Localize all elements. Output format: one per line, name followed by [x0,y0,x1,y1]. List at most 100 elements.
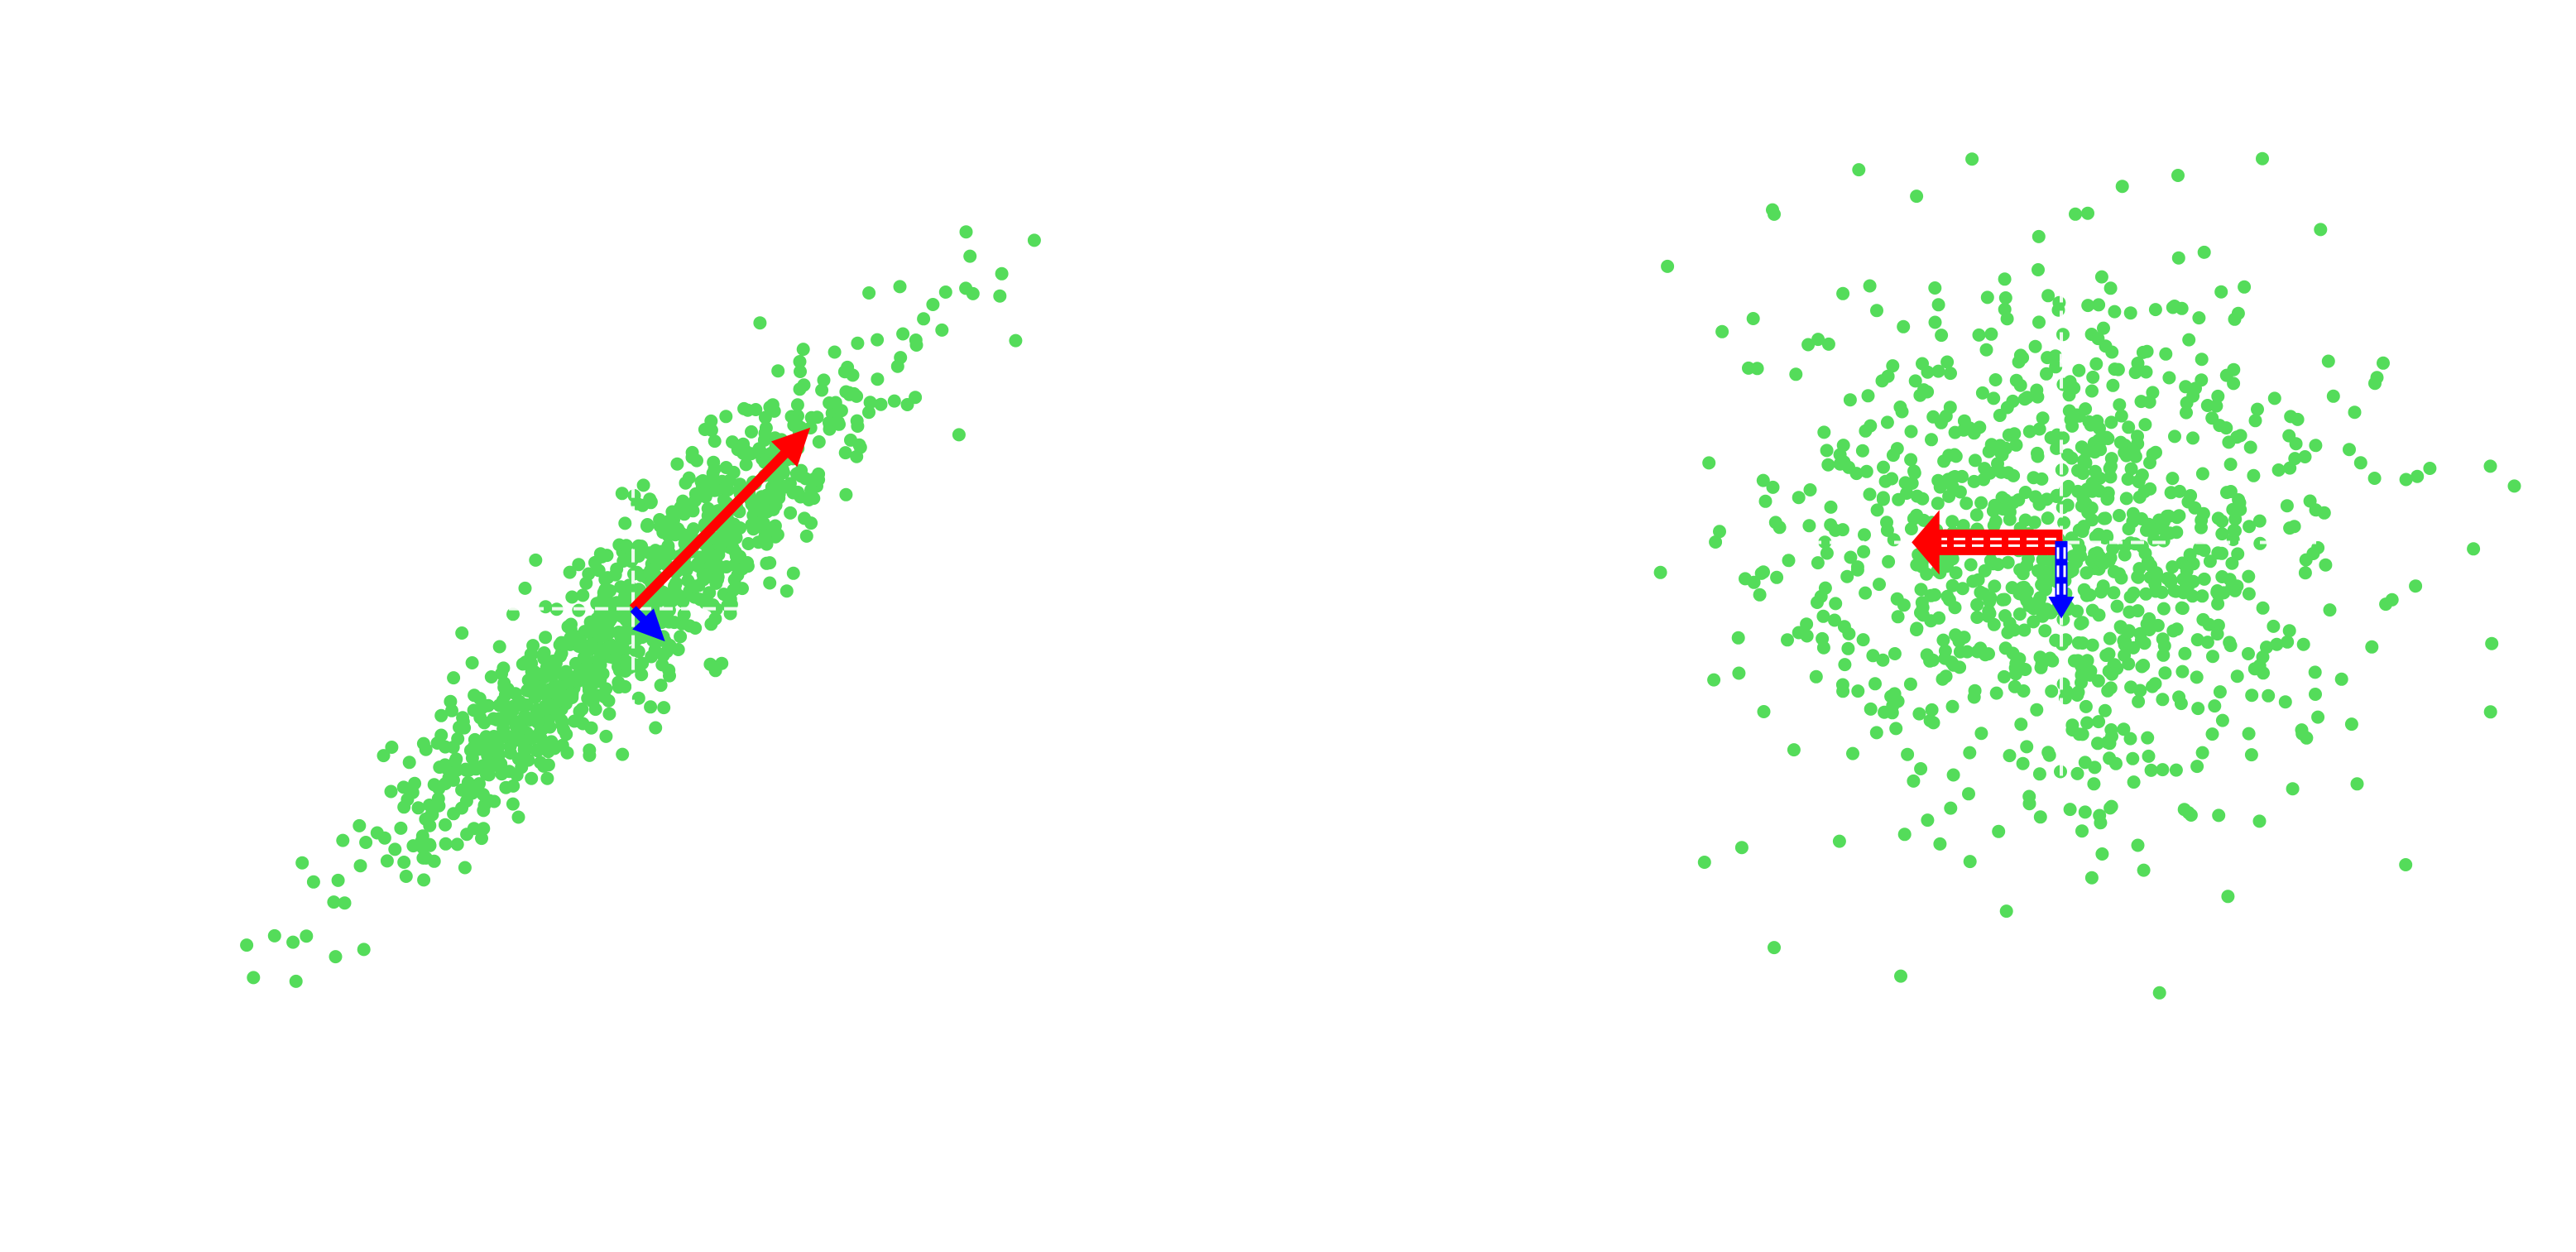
data-point [477,822,491,836]
first-component-arrow [629,427,811,612]
data-point [1912,707,1926,721]
data-point [1715,324,1729,338]
data-point [963,249,977,263]
data-point [1866,649,1880,663]
data-point [2069,207,2082,221]
data-point [506,607,520,621]
data-point [1940,589,1955,603]
second-component-arrow [2048,540,2075,619]
data-point [1945,578,1960,592]
data-point [286,935,300,949]
data-point [1880,415,1894,429]
data-point [2089,530,2103,544]
data-point [353,818,367,832]
data-point [1850,560,1864,574]
data-point [2089,357,2103,371]
data-point [793,355,807,368]
data-point [1964,558,1978,572]
data-point [2220,486,2233,500]
data-point [417,873,431,887]
data-point [2105,667,2119,681]
data-point [1734,841,1749,855]
data-point [2022,552,2035,566]
data-point [2267,619,2281,633]
data-point [2309,439,2323,453]
data-point [1801,338,1816,352]
data-point [1925,703,1939,717]
data-point [1948,601,1962,615]
data-point [2051,303,2065,317]
data-point [2286,782,2300,796]
data-point [565,688,579,703]
data-point [433,760,447,775]
data-point [2017,684,2031,698]
data-point [525,771,539,785]
second-component-arrow [630,606,665,642]
data-point [2206,650,2219,664]
data-point [1967,426,1981,440]
data-point [451,732,465,746]
data-point [2117,722,2131,736]
data-point [1887,533,1901,547]
data-point [1974,727,1988,741]
data-point [439,818,452,832]
data-point [2085,638,2099,652]
data-point [556,667,570,681]
data-point [534,756,548,770]
data-point [416,841,430,855]
data-point [2169,763,2183,777]
data-point [463,763,477,777]
data-point [653,513,667,526]
second-component-vector [2048,540,2075,619]
data-point [887,394,901,408]
data-point [1856,633,1870,647]
data-point [511,810,525,824]
data-point [388,842,402,856]
data-point [610,562,624,576]
data-point [1938,644,1952,658]
data-point [2017,580,2032,594]
data-point [2005,581,2019,595]
data-point [2123,605,2137,619]
data-point [844,433,857,447]
data-point [579,576,593,590]
data-point [2126,751,2140,765]
data-point [2156,763,2170,777]
data-point [1843,393,1857,407]
data-point [862,405,875,420]
data-point [2127,640,2141,655]
data-point [1979,343,1993,357]
data-point [2156,632,2170,646]
data-point [2035,578,2049,592]
data-point [548,741,562,756]
data-point [2485,636,2499,650]
data-point [1811,333,1825,347]
data-point [741,559,755,573]
data-point [563,565,577,579]
data-point [1928,281,1942,295]
data-point [247,971,261,985]
data-point [1970,597,1984,612]
right-vectors-layer [1912,510,2075,619]
data-point [1931,496,1945,511]
data-point [1661,259,1675,273]
data-point [1910,623,1923,636]
data-point [746,522,760,536]
data-point [2184,808,2198,822]
data-point [1999,904,2013,919]
data-point [1870,304,1883,318]
data-point [1782,554,1796,568]
data-point [1998,291,2012,305]
data-point [1832,834,1846,848]
data-point [427,778,441,792]
data-point [2221,890,2235,904]
data-point [592,613,607,627]
data-point [2122,657,2136,671]
data-point [529,668,543,682]
data-point [1933,837,1947,851]
data-point [1998,272,2012,286]
data-point [2256,151,2269,165]
data-point [554,713,568,727]
second-component-vector [630,606,665,642]
data-point [2087,777,2101,791]
